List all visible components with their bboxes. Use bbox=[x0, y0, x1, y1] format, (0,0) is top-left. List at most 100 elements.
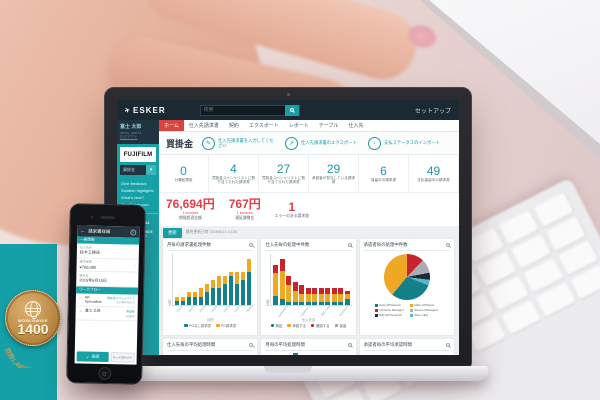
bar bbox=[240, 271, 246, 305]
logout-link[interactable]: ログアウト bbox=[120, 135, 138, 139]
phone-mockup: ← 請求書詳細 ⟳ 一般情報 仕入先名 鈴木工務店 請求金額 ¥766,080 › 請求日… bbox=[66, 203, 146, 385]
bar-segment bbox=[305, 287, 311, 294]
tab-3[interactable]: エクスポート bbox=[248, 123, 279, 129]
chart-card: 月毎の平均処理時間 bbox=[261, 339, 356, 355]
sidebar-link[interactable]: What's new? bbox=[121, 195, 144, 200]
kpi-counter[interactable]: 49 支払保留中の請求書 bbox=[409, 155, 459, 192]
magnifier-icon[interactable] bbox=[347, 343, 352, 347]
magnifier-icon[interactable] bbox=[445, 343, 450, 347]
magnifier-icon[interactable] bbox=[249, 343, 254, 347]
x-axis-label: 仕入先名 bbox=[301, 318, 316, 322]
workflow-step[interactable]: ✓ AP Specialists 買掛金スペシャリスト 2015年6月20日 bbox=[75, 292, 139, 308]
legend-swatch bbox=[409, 303, 413, 307]
magnifier-icon[interactable] bbox=[347, 243, 352, 247]
alert-counter[interactable]: 76,694円 1 invoices 期限超過金額 bbox=[166, 198, 215, 221]
bar-segment bbox=[286, 284, 292, 303]
back-arrow-icon[interactable]: ← bbox=[80, 227, 86, 235]
workflow-step[interactable]: → 富士 太郎 承認者 処理中 bbox=[75, 306, 138, 322]
chart-title: 仕入先毎の処理中件数 bbox=[265, 242, 310, 247]
tab-1[interactable]: 仕入先請求書 bbox=[188, 123, 219, 129]
chart-card-header: 月毎の請求書処理件数 bbox=[167, 242, 254, 251]
page-title: 買掛金 bbox=[166, 138, 194, 149]
field-value: ¥766,080 bbox=[79, 263, 97, 270]
bar bbox=[273, 264, 279, 305]
kpi-value: 0 bbox=[180, 163, 187, 178]
bar-segment bbox=[318, 293, 324, 303]
tab-home[interactable]: ホーム bbox=[159, 120, 184, 131]
tab-2[interactable]: 契約 bbox=[228, 123, 239, 129]
search-box[interactable] bbox=[199, 104, 300, 116]
home-button[interactable] bbox=[97, 366, 111, 381]
magnifier-icon[interactable] bbox=[249, 243, 254, 247]
bar-segment bbox=[279, 259, 285, 271]
load-more-button[interactable]: もっと読み込む bbox=[110, 352, 135, 363]
bar bbox=[216, 275, 222, 305]
phone-speaker bbox=[100, 215, 115, 219]
quick-action[interactable]: ↗ 仕入先請求書のエクスポート bbox=[285, 136, 359, 150]
kpi-label: 支払保留中の請求書 bbox=[417, 177, 450, 182]
bar-series bbox=[270, 254, 352, 306]
legend-item: Mark APOwner bbox=[409, 303, 439, 307]
update-button[interactable]: 更新 bbox=[163, 227, 182, 238]
badge-coin: WORLDWIDE 1400 bbox=[5, 290, 61, 346]
bar bbox=[246, 259, 252, 305]
bar-segment bbox=[299, 284, 305, 294]
legend-swatch bbox=[409, 313, 413, 317]
kpi-counter[interactable]: 6 保留中の請求書 bbox=[359, 155, 409, 192]
bar-segment bbox=[210, 288, 216, 305]
phone-field-row: 仕入先名 鈴木工務店 bbox=[76, 243, 140, 260]
sidebar-link[interactable]: Give feedback bbox=[121, 181, 147, 186]
y-axis-label: 件数 bbox=[266, 299, 271, 306]
magnifier-icon[interactable] bbox=[445, 243, 450, 247]
phone-page-title: 請求書詳細 bbox=[88, 228, 111, 234]
kpi-counter[interactable]: 27 買掛金スペシャリストに割り当てられた請求書 bbox=[259, 155, 309, 192]
bar-segment bbox=[198, 288, 204, 297]
alert-counter[interactable]: 767円 1 invoices 遅延課徴金 bbox=[229, 198, 261, 221]
legend-label: Alice CEO bbox=[414, 313, 429, 317]
badge-caption-arc: 世界1,400社採用 bbox=[3, 346, 42, 368]
search-button[interactable] bbox=[284, 104, 299, 116]
tab-5[interactable]: テーブル bbox=[318, 123, 339, 129]
x-axis-label: 月別 bbox=[206, 318, 214, 322]
alert-value: 76,694円 bbox=[166, 197, 215, 211]
kpi-label: 分類処理前 bbox=[174, 177, 193, 182]
approve-button[interactable]: ✓ 承認 bbox=[76, 351, 109, 363]
alert-counter[interactable]: 1 エラーのある請求書 bbox=[275, 201, 309, 219]
bar-segment bbox=[318, 302, 324, 305]
module-dropdown[interactable]: 買掛金 ▾ bbox=[120, 165, 156, 175]
kpi-value: 29 bbox=[326, 161, 341, 176]
bar-segment bbox=[192, 292, 198, 297]
bar bbox=[305, 287, 311, 305]
bar-segment bbox=[198, 296, 204, 305]
bar bbox=[299, 284, 305, 305]
bar bbox=[325, 287, 331, 305]
bar-segment bbox=[286, 302, 292, 305]
chart-card: 仕入先毎の平均処理時間OneWorld Techno bbox=[163, 339, 258, 355]
bar bbox=[286, 276, 292, 305]
sidebar-link[interactable]: Solution highlights bbox=[121, 188, 154, 193]
tab-6[interactable]: 仕入先 bbox=[348, 123, 364, 129]
quick-action[interactable]: ✎ 仕入先請求書を入力してください bbox=[202, 136, 276, 150]
chart-card-header: 承認者毎の処理中件数 bbox=[363, 242, 450, 251]
search-input[interactable] bbox=[200, 107, 285, 113]
kpi-value: 6 bbox=[380, 163, 387, 178]
kpi-counter[interactable]: 0 分類処理前 bbox=[159, 155, 209, 192]
refresh-icon[interactable]: ⟳ bbox=[130, 228, 137, 236]
kpi-counter[interactable]: 29 承認者が担当している請求書 bbox=[309, 155, 359, 192]
bar-segment bbox=[234, 284, 240, 305]
kpi-counter[interactable]: 4 買掛金スペシャリストに割り当てられた請求書 bbox=[209, 155, 259, 192]
bar bbox=[338, 287, 344, 305]
bar bbox=[234, 271, 240, 305]
setup-link[interactable]: セットアップ bbox=[414, 108, 451, 115]
alert-sub: 1 invoices bbox=[236, 211, 253, 215]
tab-4[interactable]: レポート bbox=[288, 123, 309, 129]
bar-segment bbox=[210, 279, 216, 289]
phone-field-row[interactable]: 請求金額 ¥766,080 › bbox=[76, 257, 139, 273]
step-role: 承認者 bbox=[126, 309, 135, 314]
company-logo: FUJIFILM bbox=[120, 147, 156, 162]
pie-legend: Kate APOwner2 Mark APOwner Christine Manag… bbox=[374, 303, 439, 317]
quick-action[interactable]: ↓ 支払ステータスのインポート bbox=[368, 136, 442, 150]
step-name: 富士 太郎 bbox=[85, 308, 101, 313]
chart-card-header: 承認者毎の平均承認時間 bbox=[363, 342, 450, 351]
